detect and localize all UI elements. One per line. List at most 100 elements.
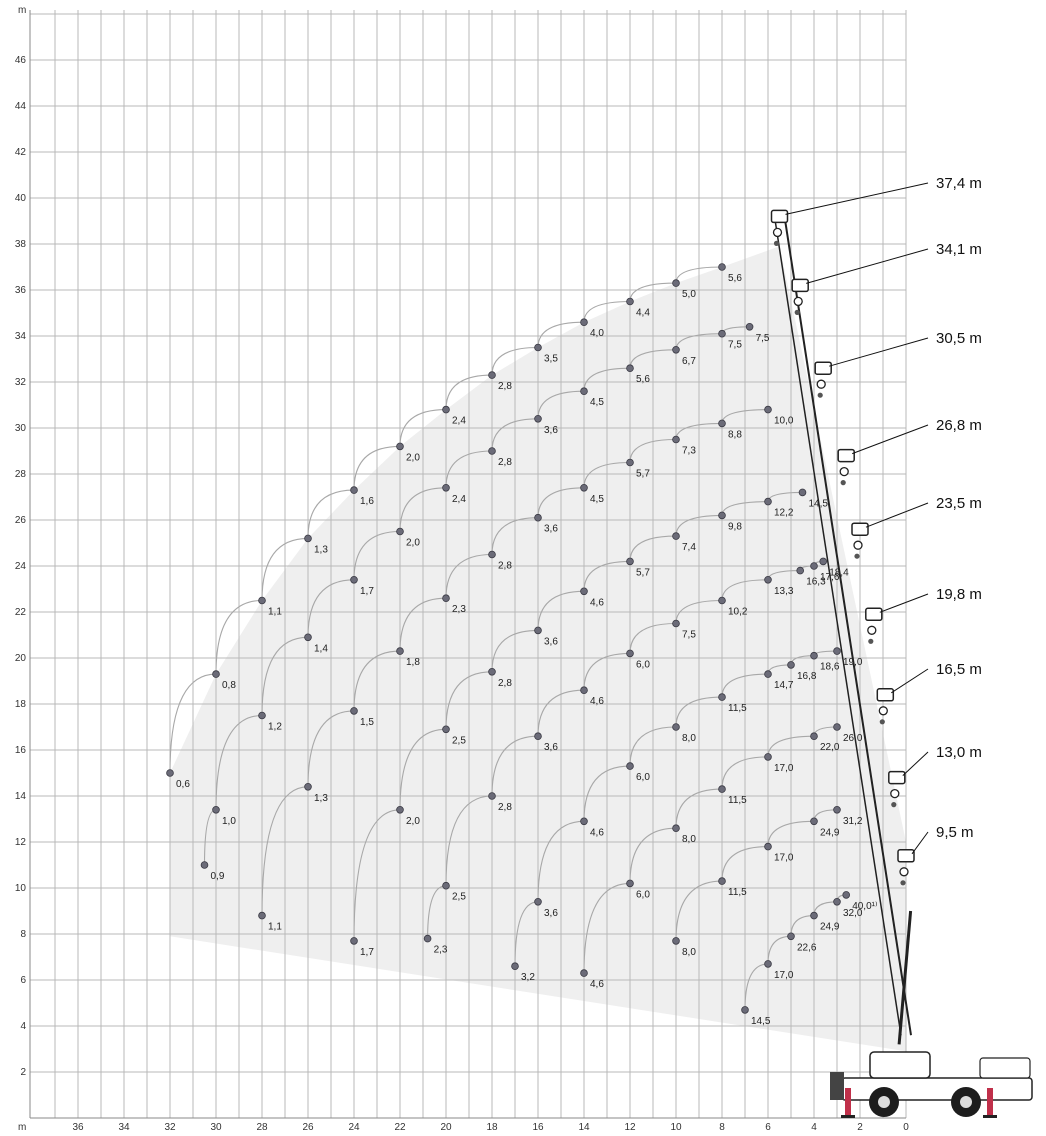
boom-length-leader: [911, 831, 929, 855]
load-point: [488, 792, 496, 800]
load-point: [764, 753, 772, 761]
outrigger-icon: [987, 1088, 993, 1116]
load-point: [672, 345, 680, 354]
wheel-hub-icon: [960, 1096, 972, 1108]
load-point: [442, 594, 450, 602]
x-tick-label: 22: [394, 1122, 406, 1133]
load-value-label: 1,2: [268, 722, 282, 733]
x-tick-label: 0: [903, 1122, 909, 1133]
load-point: [580, 587, 588, 596]
y-tick-label: 12: [15, 837, 27, 848]
load-point: [488, 550, 496, 559]
load-value-label: 2,8: [498, 561, 512, 572]
hook-icon: [854, 553, 860, 559]
outrigger-icon: [845, 1088, 851, 1116]
hook-icon: [879, 719, 885, 725]
load-value-label: 7,5: [756, 333, 770, 344]
load-curve: [169, 266, 723, 774]
y-tick-label: 44: [15, 101, 27, 112]
boom-head: [837, 448, 855, 463]
load-value-label: 4,5: [590, 494, 604, 505]
load-value-label: 2,5: [452, 735, 466, 746]
load-value-label: 2,3: [452, 604, 466, 615]
load-point: [442, 483, 450, 492]
load-value-label: 2,0: [406, 538, 420, 549]
load-value-label: 3,2: [521, 972, 535, 983]
load-point: [626, 364, 634, 373]
load-point: [787, 661, 795, 669]
load-point: [833, 897, 841, 906]
hook-block-icon: [878, 706, 888, 716]
y-tick-label: 16: [15, 745, 27, 756]
load-value-label: 6,7: [682, 356, 696, 367]
load-point: [488, 447, 496, 455]
load-point: [672, 619, 680, 628]
axis-ticks: m m 36 34 32 30 28 26 24 22 20 18 16 14 12 10 8 6 4 2 0246…: [15, 5, 909, 1133]
crane-counterweight: [830, 1072, 844, 1100]
load-point: [626, 557, 634, 566]
load-point: [810, 732, 818, 740]
load-point: [764, 842, 772, 851]
y-tick-label: 40: [15, 193, 27, 204]
boom-edge-right: [783, 216, 912, 1036]
outrigger-pad-icon: [983, 1115, 997, 1118]
load-point: [396, 805, 404, 814]
hook-block-icon: [853, 540, 863, 550]
load-value-label: 1,8: [406, 657, 420, 668]
load-value-label: 3,6: [544, 636, 558, 647]
hook-icon: [817, 392, 823, 398]
load-point: [626, 297, 634, 306]
x-tick-label: 28: [256, 1122, 268, 1133]
y-tick-label: 24: [15, 561, 27, 572]
load-point: [764, 497, 772, 506]
y-tick-label: 18: [15, 699, 27, 710]
load-value-label: 4,5: [590, 397, 604, 408]
load-point: [819, 557, 827, 566]
load-value-label: 6,0: [636, 889, 650, 900]
load-point: [200, 861, 209, 869]
load-point: [810, 562, 818, 570]
load-point: [764, 405, 772, 414]
x-tick-label: 24: [348, 1122, 360, 1133]
load-value-label: 32,0: [843, 908, 863, 919]
load-point: [304, 633, 312, 642]
load-point: [488, 371, 496, 379]
y-axis-unit: m: [18, 5, 26, 16]
load-point: [396, 647, 404, 655]
load-value-label: 2,3: [434, 945, 448, 956]
load-point: [672, 937, 680, 945]
load-point: [534, 343, 542, 352]
x-tick-label: 16: [532, 1122, 544, 1133]
load-point: [626, 879, 634, 888]
y-tick-label: 4: [20, 1021, 26, 1032]
load-point: [258, 596, 266, 605]
y-tick-label: 38: [15, 239, 27, 250]
load-point: [810, 651, 818, 660]
load-point: [212, 805, 220, 814]
load-point: [580, 318, 588, 327]
load-value-label: 17,0: [774, 763, 794, 774]
boom-length-leader: [852, 424, 929, 455]
hook-block-icon: [890, 788, 900, 799]
load-point: [741, 1006, 749, 1014]
load-point: [350, 937, 358, 945]
hook-block-icon: [899, 867, 909, 877]
boom-length-label: 26,8 m: [936, 417, 982, 434]
y-tick-label: 42: [15, 147, 27, 158]
load-point: [718, 785, 726, 793]
y-tick-label: 32: [15, 377, 27, 388]
boom-length-label: 30,5 m: [936, 330, 982, 347]
load-point: [580, 969, 588, 977]
load-points: 0,6 0,8 1,1 1,3 1,6 2,0 2,4 2,8 3,5 4,0 4,4 5,0 5,6 0…: [166, 263, 877, 1027]
load-point: [810, 911, 818, 920]
load-point: [718, 419, 726, 428]
load-point: [423, 934, 432, 943]
load-point: [764, 670, 772, 678]
y-tick-label: 10: [15, 883, 27, 894]
load-value-label: 3,6: [544, 742, 558, 753]
load-point: [212, 670, 220, 678]
boom-head: [791, 278, 809, 293]
x-tick-label: 14: [578, 1122, 590, 1133]
load-point: [258, 911, 266, 920]
load-point: [810, 817, 818, 826]
